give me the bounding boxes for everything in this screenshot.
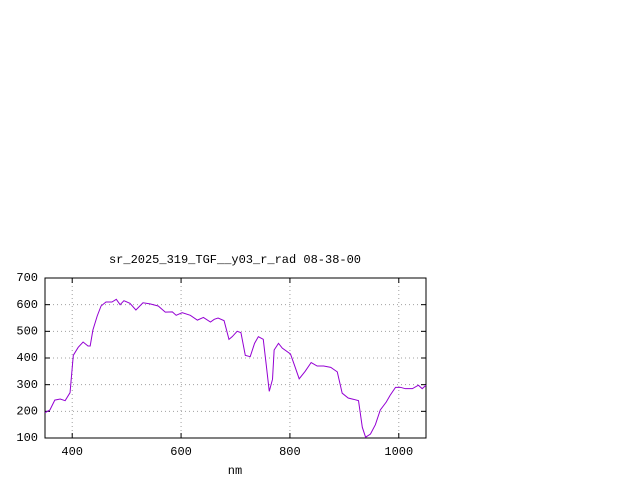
chart-title: sr_2025_319_TGF__y03_r_rad 08-38-00 <box>109 253 361 267</box>
x-tick-label: 600 <box>170 445 192 459</box>
y-tick-label: 300 <box>16 378 38 392</box>
x-tick-label: 800 <box>279 445 301 459</box>
plot-area: 100 200 300 400 500 600 700 400 600 800 1000 <box>16 271 427 459</box>
data-line <box>44 298 427 438</box>
y-tick-label: 400 <box>16 351 38 365</box>
y-tick-label: 100 <box>16 431 38 445</box>
y-tick-label: 600 <box>16 298 38 312</box>
x-tick-label: 1000 <box>384 445 413 459</box>
plot-border <box>44 277 427 439</box>
y-tick-label: 700 <box>16 271 38 285</box>
y-tick-label: 500 <box>16 325 38 339</box>
y-tick-label: 200 <box>16 405 38 419</box>
x-axis-label: nm <box>228 464 242 478</box>
x-tick-label: 400 <box>61 445 83 459</box>
